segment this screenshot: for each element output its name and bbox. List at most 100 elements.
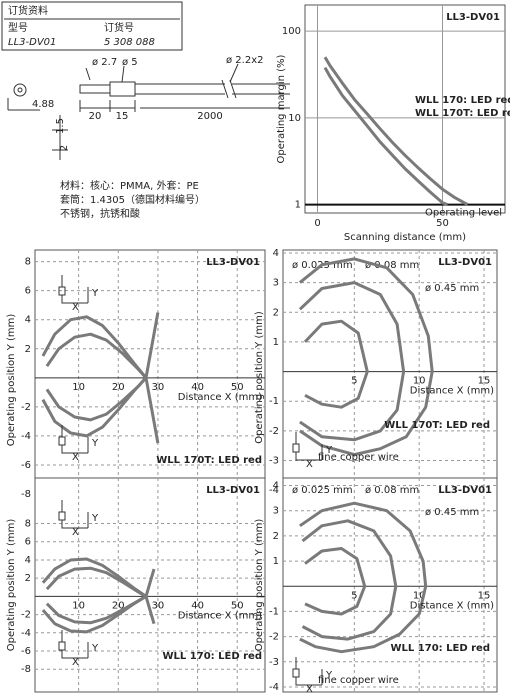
chart-title: LL3-DV01 xyxy=(438,257,492,268)
material-line: 不锈钢，抗锈和酸 xyxy=(60,207,140,220)
order-no: 5 308 088 xyxy=(104,37,155,48)
y-tick-label: -4 xyxy=(21,628,31,639)
dim: 1.5 xyxy=(55,118,66,134)
dim: 20 xyxy=(89,111,102,122)
tip xyxy=(79,84,111,94)
dim: 15 xyxy=(116,111,129,122)
curve xyxy=(298,257,434,457)
y-tick-label: -3 xyxy=(269,456,279,467)
y-tick-label: -8 xyxy=(21,664,31,675)
chart-note: fine copper wire xyxy=(318,452,399,463)
inset-label: Y xyxy=(325,670,333,681)
y-tick-label: 3 xyxy=(273,506,279,517)
chart-label: WLL 170: LED red xyxy=(163,651,262,662)
x-tick-label: 0 xyxy=(314,218,320,229)
x-tick-label: 10 xyxy=(72,600,85,611)
curve xyxy=(45,566,147,598)
inset-label: X xyxy=(72,527,79,538)
plot-frame xyxy=(304,4,506,214)
x-axis-label: Distance X (mm) xyxy=(178,392,262,403)
inset-label: X xyxy=(306,459,313,470)
x-tick-label: 20 xyxy=(112,382,125,393)
curve-label: ø 0.45 mm xyxy=(425,507,479,518)
curve xyxy=(301,519,398,641)
x-tick-label: 15 xyxy=(478,590,491,601)
inset-label: X xyxy=(72,302,79,313)
inset-label: X xyxy=(72,452,79,463)
curve-label: WLL 170T: LED red xyxy=(415,108,510,119)
y-tick-label: 2 xyxy=(273,531,279,542)
y-tick-label: 4 xyxy=(273,481,279,492)
inset-label: Y xyxy=(325,445,333,456)
chart-title: LL3-DV01 xyxy=(206,257,260,268)
y-tick-label: -4 xyxy=(269,485,279,496)
x-axis-label: Distance X (mm) xyxy=(410,600,494,611)
x-tick-label: 40 xyxy=(191,600,204,611)
y-tick-label: 4 xyxy=(273,248,279,259)
inset-sketch xyxy=(292,432,323,461)
y-tick-label: 4 xyxy=(25,555,31,566)
inset-sketch xyxy=(58,500,89,529)
curve xyxy=(323,56,469,206)
curve xyxy=(304,547,367,616)
inset-label: Y xyxy=(91,643,99,654)
y-tick-label: -4 xyxy=(21,431,31,442)
x-axis-label: Distance X (mm) xyxy=(410,386,494,397)
model-label: 型号 xyxy=(8,21,28,34)
y-tick-label: 1 xyxy=(273,556,279,567)
curve xyxy=(299,501,428,654)
model: LL3-DV01 xyxy=(8,37,56,48)
x-axis-label: Distance X (mm) xyxy=(178,610,262,621)
y-tick-label: 100 xyxy=(282,26,301,37)
x-tick-label: 5 xyxy=(351,590,357,601)
x-tick-label: 50 xyxy=(231,600,244,611)
x-tick-label: 30 xyxy=(152,382,165,393)
curve xyxy=(45,332,148,379)
operating-level-label: Operating level xyxy=(425,208,502,219)
material-line: 套筒：1.4305（德国材料编号） xyxy=(60,193,205,206)
y-tick-label: -4 xyxy=(269,682,279,693)
dim-lines xyxy=(79,100,290,112)
y-tick-label: -8 xyxy=(21,489,31,500)
inset-label: Y xyxy=(91,513,99,524)
y-tick-label: 6 xyxy=(25,286,31,297)
dim: 4.88 xyxy=(32,99,54,110)
x-tick-label: 5 xyxy=(351,376,357,387)
curve-label: ø 0.08 mm xyxy=(365,485,419,496)
y-tick-label: -1 xyxy=(269,396,279,407)
y-axis-label: Operating position Y (mm) xyxy=(254,311,265,444)
y-tick-label: -2 xyxy=(269,632,279,643)
plot-frame xyxy=(34,249,266,511)
chart-title: LL3-DV01 xyxy=(438,485,492,496)
inset-label: Y xyxy=(91,288,99,299)
front-view xyxy=(13,83,27,97)
material-line: 材料：核心：PMMA, 外套：PE xyxy=(60,179,199,192)
curve-label: ø 0.08 mm xyxy=(365,260,419,271)
y-tick-label: 2 xyxy=(25,573,31,584)
y-tick-label: -3 xyxy=(269,657,279,668)
curve-label: ø 0.025 mm xyxy=(292,485,353,496)
dim: ø 2.7 xyxy=(92,57,117,68)
inset-sketch xyxy=(58,630,89,659)
order-heading: 订货资料 xyxy=(8,4,48,17)
leaders xyxy=(85,63,239,83)
y-tick-label: -6 xyxy=(21,646,31,657)
x-tick-label: 30 xyxy=(152,600,165,611)
inset-label: X xyxy=(72,657,79,668)
y-axis-label: Operating position Y (mm) xyxy=(254,519,265,652)
chart-title: LL3-DV01 xyxy=(206,485,260,496)
curve xyxy=(45,595,147,625)
x-tick-label: 20 xyxy=(112,600,125,611)
inset-label: X xyxy=(306,684,313,694)
chart-note: fine copper wire xyxy=(318,675,399,686)
curve xyxy=(298,281,406,442)
chart-title: LL3-DV01 xyxy=(446,12,500,23)
curve xyxy=(323,66,449,207)
curve xyxy=(303,319,369,409)
y-tick-label: -2 xyxy=(21,610,31,621)
x-tick-label: 15 xyxy=(478,376,491,387)
y-tick-label: 8 xyxy=(25,519,31,530)
side-view xyxy=(7,98,68,160)
cable xyxy=(135,79,290,99)
